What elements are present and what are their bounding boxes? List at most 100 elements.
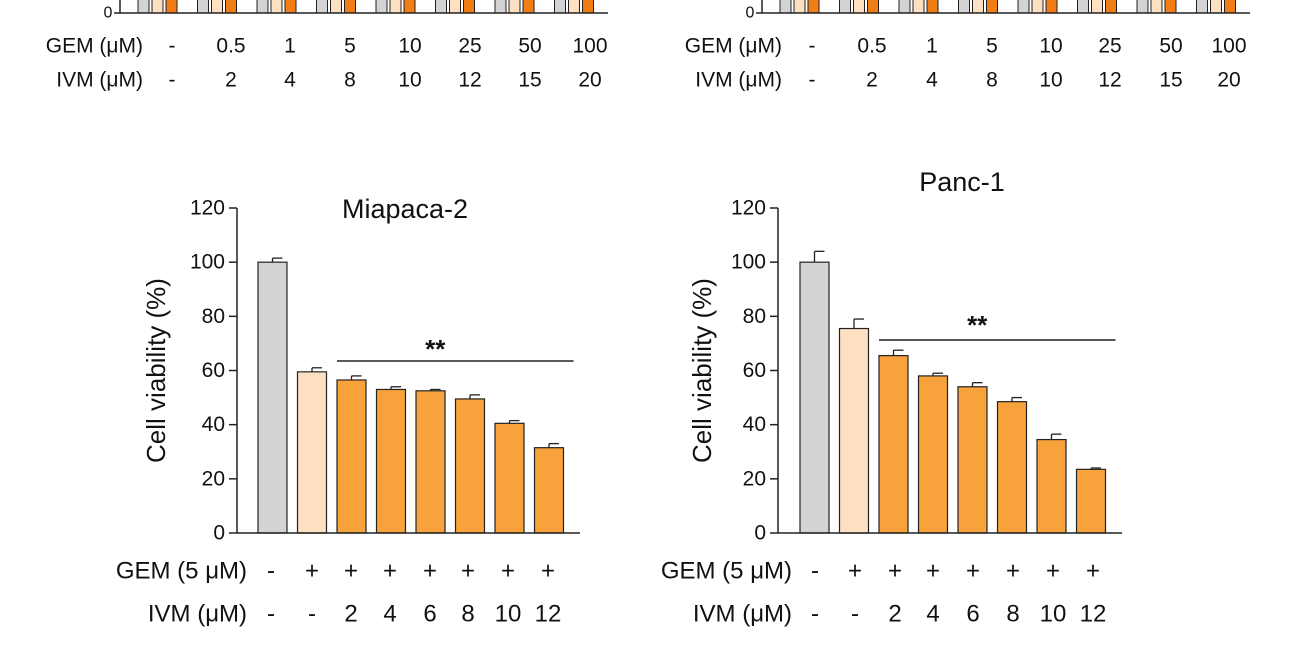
table-cell: + — [501, 558, 515, 585]
y-tick-label: 20 — [743, 467, 766, 490]
top-table-cell: 25 — [458, 35, 481, 58]
top-bar-stub — [197, 0, 209, 14]
top-bar-stub — [1105, 0, 1117, 14]
table-cell: + — [1006, 558, 1020, 585]
top-table-cell: 8 — [986, 69, 998, 92]
table-cell: 8 — [461, 601, 474, 628]
top-table-cell: 50 — [1159, 35, 1182, 58]
bar — [533, 447, 565, 534]
y-axis-label: Cell viability (%) — [141, 278, 171, 463]
chart-title: Miapaca-2 — [342, 194, 468, 224]
top-table-cell: 15 — [1159, 69, 1182, 92]
table-cell: - — [851, 601, 859, 628]
top-table-cell: 10 — [398, 35, 421, 58]
bar — [1036, 438, 1067, 534]
top-bar-stub — [256, 0, 269, 14]
bar — [296, 371, 328, 534]
bar — [838, 327, 870, 534]
bar — [257, 261, 288, 534]
top-table-row-label: IVM (μM) — [56, 69, 143, 92]
top-table-cell: 0.5 — [216, 35, 245, 58]
y-tick-label: 80 — [202, 305, 225, 328]
top-table-cell: 50 — [518, 35, 541, 58]
bar — [996, 401, 1028, 534]
table-cell: - — [811, 558, 819, 585]
table-cell: + — [461, 558, 475, 585]
top-bar-stub — [1136, 0, 1149, 14]
top-bar-stub — [284, 0, 297, 14]
top-table-cell: 1 — [926, 35, 938, 58]
table-cell: + — [1086, 558, 1100, 585]
top-bar-stub — [912, 0, 925, 14]
table-cell: - — [811, 601, 819, 628]
table-cell: - — [267, 601, 275, 628]
top-table-cell: - — [169, 35, 176, 58]
table-cell: 8 — [1006, 601, 1019, 628]
bar — [494, 422, 525, 534]
top-bar-stub — [582, 0, 594, 14]
bar — [336, 379, 367, 534]
top-bar-stub — [389, 0, 402, 14]
bar — [1075, 468, 1107, 534]
top-axis-zero-label: 0 — [104, 5, 113, 22]
y-axis-label: Cell viability (%) — [687, 278, 717, 463]
top-bar-stub — [508, 0, 521, 14]
table-row-label: GEM (5 μM) — [661, 558, 792, 585]
top-bar-stub — [1091, 0, 1103, 14]
top-bar-stub — [972, 0, 984, 14]
top-table-cell: - — [809, 35, 816, 58]
top-bar-stub — [270, 0, 283, 14]
table-cell: + — [344, 558, 358, 585]
top-table-cell: 8 — [344, 69, 356, 92]
top-table-cell: - — [809, 69, 816, 92]
top-bar-stub — [403, 0, 416, 14]
bar — [454, 398, 486, 534]
top-bar-stub — [926, 0, 939, 14]
top-table-cell: 2 — [225, 69, 237, 92]
top-bar-stub — [1031, 0, 1044, 14]
table-row-label: IVM (μM) — [148, 601, 247, 628]
y-tick-label: 100 — [731, 251, 766, 274]
y-tick-label: 0 — [213, 522, 225, 545]
top-bar-stub — [1210, 0, 1222, 14]
top-bar-stub — [375, 0, 388, 14]
table-cell: 2 — [344, 601, 357, 628]
top-bar-stub — [793, 0, 806, 14]
top-table-cell: 12 — [458, 69, 481, 92]
bar — [415, 390, 446, 534]
table-cell: + — [1046, 558, 1060, 585]
top-table-cell: 10 — [1039, 69, 1062, 92]
top-table-cell: 2 — [866, 69, 878, 92]
chart-2: Panc-1 Cell viability (%) 0 20 40 60 80 100 120 *… — [661, 167, 1122, 628]
top-bar-stub — [898, 0, 911, 14]
table-cell: 10 — [1040, 601, 1067, 628]
table-cell: + — [966, 558, 980, 585]
table-cell: 12 — [535, 601, 562, 628]
y-tick-label: 40 — [202, 413, 225, 436]
y-tick-label: 60 — [202, 359, 225, 382]
table-cell: 6 — [966, 601, 979, 628]
top-bar-stub — [211, 0, 223, 14]
top-bar-stub — [330, 0, 342, 14]
y-tick-label: 100 — [190, 251, 225, 274]
top-table-cell: 0.5 — [857, 35, 886, 58]
table-cell: 10 — [495, 601, 522, 628]
table-cell: - — [267, 558, 275, 585]
top-bar-stub — [463, 0, 475, 14]
top-bar-stub — [568, 0, 580, 14]
top-table-cell: 100 — [1211, 35, 1246, 58]
table-cell: 12 — [1080, 601, 1107, 628]
y-tick-label: 0 — [754, 522, 766, 545]
bar — [957, 386, 988, 534]
top-table-row-label: IVM (μM) — [695, 69, 782, 92]
chart-title: Panc-1 — [919, 167, 1005, 197]
table-cell: + — [383, 558, 397, 585]
top-bar-stub — [344, 0, 356, 14]
top-table-cell: - — [169, 69, 176, 92]
top-table-cell: 10 — [398, 69, 421, 92]
